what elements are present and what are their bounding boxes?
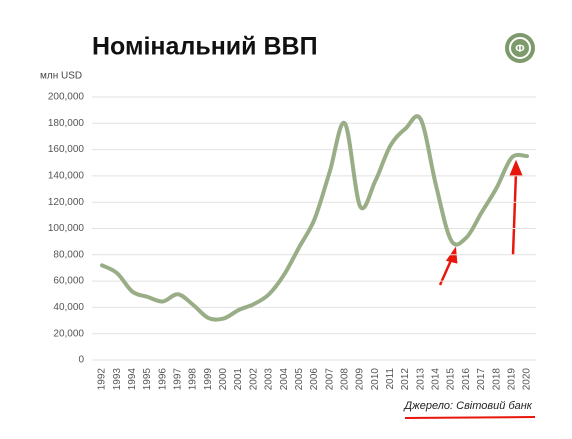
x-tick-label: 2013 [415,368,426,391]
x-tick-label: 2015 [446,368,457,391]
x-tick-label: 2011 [385,368,396,390]
source: Джерело: Світовий банк [402,400,532,412]
x-tick-label: 2000 [218,368,229,391]
data-line [100,114,529,322]
svg-text:Ф: Ф [515,43,524,55]
underline [404,416,536,419]
x-tick-label: 2018 [491,368,502,391]
y-tick-label: 120,000 [48,197,85,208]
x-tick-label: 2001 [233,368,244,391]
x-tick-label: 1994 [127,368,138,391]
x-tick-label: 2010 [370,368,381,391]
y-tick-label: 140,000 [48,171,85,182]
x-tick-label: 2003 [264,368,275,391]
x-tick-label: 1992 [97,368,108,391]
x-tick-label: 1995 [142,368,153,391]
x-tick-label: 2014 [431,368,442,391]
arrows [438,159,523,286]
y-tick-label: 160,000 [48,144,85,155]
chart-title: Номінальний ВВП [92,33,318,61]
y-tick-label: 0 [78,355,84,366]
x-tick-label: 1993 [112,368,123,391]
y-tick-label: 200,000 [48,92,85,103]
x-tick-label: 2012 [400,368,411,391]
y-tick-label: 60,000 [53,276,84,287]
x-tick-label: 2006 [309,368,320,391]
y-axis-label: млн USD [40,71,82,82]
x-tick-label: 2019 [506,368,517,391]
y-tick-label: 40,000 [53,302,84,313]
logo: Ф [505,33,535,63]
x-tick-label: 1998 [188,368,199,391]
y-tick-label: 180,000 [48,118,85,129]
x-tick-label: 2008 [339,368,350,391]
x-tick-label: 2007 [324,368,335,391]
x-tick-label: 2009 [355,368,366,391]
x-tick-label: 2017 [476,368,487,391]
x-tick-label: 2005 [294,368,305,391]
x-tick-label: 2004 [279,368,290,391]
x-tick-label: 2002 [248,368,259,391]
x-tick-label: 2016 [461,368,472,391]
x-tick-label: 1997 [173,368,184,391]
y-tick-label: 20,000 [53,328,84,339]
y-tick-label: 80,000 [53,249,84,260]
x-tick-label: 1999 [203,368,214,391]
x-tick-label: 2020 [522,368,533,391]
y-tick-label: 100,000 [48,223,85,234]
x-tick-label: 1996 [157,368,168,391]
